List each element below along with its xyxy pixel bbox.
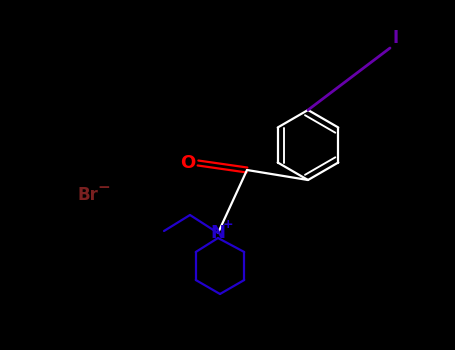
Text: O: O: [180, 154, 196, 172]
Text: N: N: [211, 224, 226, 242]
Text: I: I: [393, 29, 399, 47]
Text: +: +: [222, 217, 233, 231]
Text: Br: Br: [77, 186, 98, 204]
Text: −: −: [98, 181, 111, 196]
